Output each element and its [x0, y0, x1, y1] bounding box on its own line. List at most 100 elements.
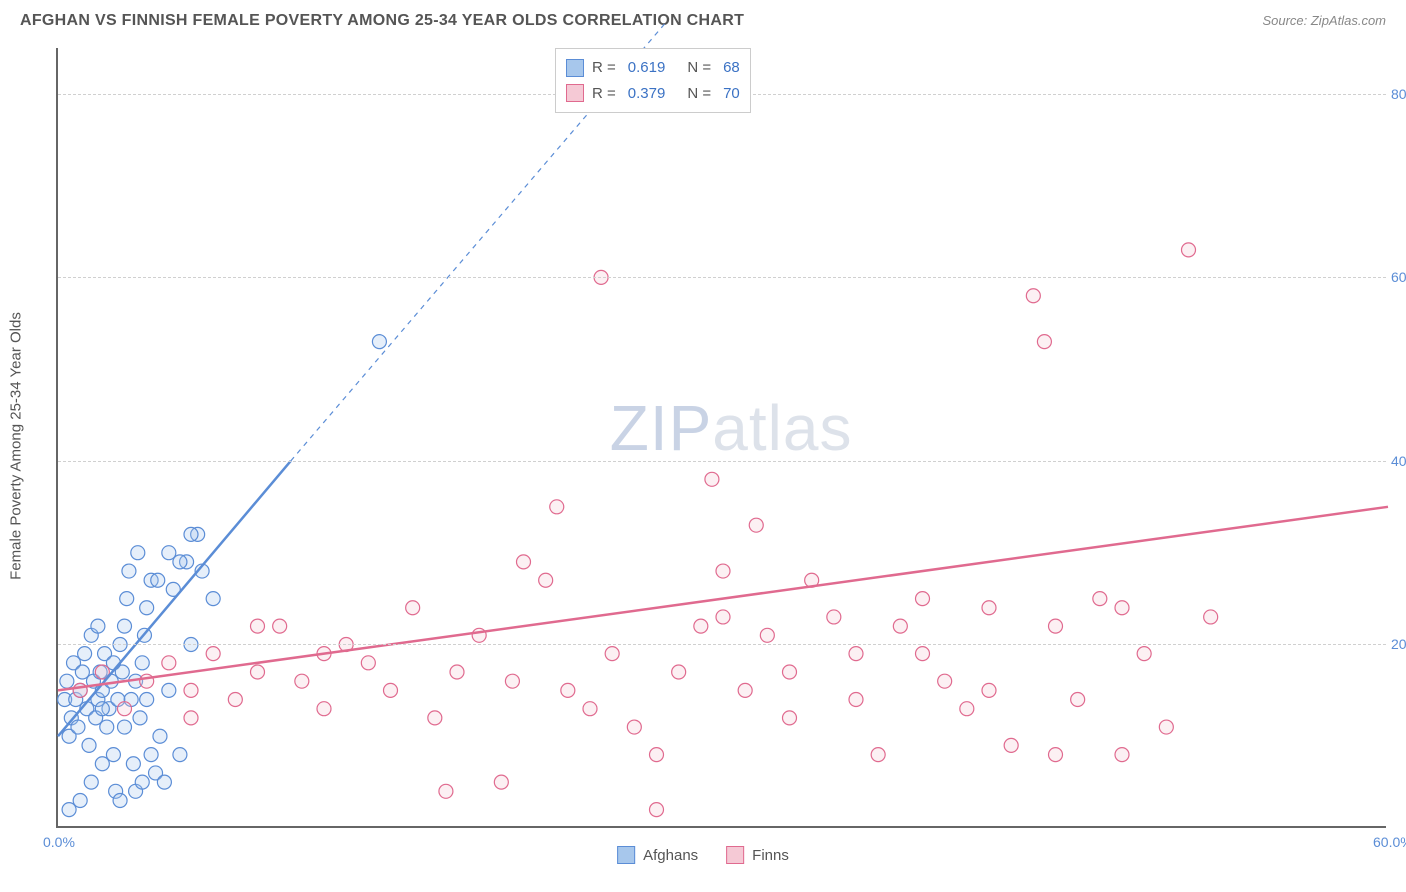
data-point — [228, 693, 242, 707]
data-point — [428, 711, 442, 725]
data-point — [173, 555, 187, 569]
data-point — [118, 720, 132, 734]
legend-swatch — [726, 846, 744, 864]
data-point — [95, 757, 109, 771]
data-point — [406, 601, 420, 615]
gridline — [58, 461, 1386, 462]
data-point — [91, 619, 105, 633]
data-point — [206, 592, 220, 606]
data-point — [135, 775, 149, 789]
data-point — [1115, 601, 1129, 615]
legend-series: Afghans Finns — [617, 846, 789, 864]
data-point — [118, 619, 132, 633]
data-point — [705, 472, 719, 486]
data-point — [60, 674, 74, 688]
data-point — [151, 573, 165, 587]
data-point — [251, 619, 265, 633]
legend-item: Finns — [726, 846, 789, 864]
gridline — [58, 277, 1386, 278]
n-value: 70 — [723, 81, 740, 107]
legend-swatch — [617, 846, 635, 864]
data-point — [162, 656, 176, 670]
data-point — [1159, 720, 1173, 734]
data-point — [960, 702, 974, 716]
data-point — [439, 784, 453, 798]
y-tick-label: 80.0% — [1391, 86, 1406, 102]
data-point — [140, 693, 154, 707]
data-point — [982, 683, 996, 697]
data-point — [71, 720, 85, 734]
data-point — [118, 702, 132, 716]
r-value: 0.619 — [628, 55, 666, 81]
data-point — [1137, 647, 1151, 661]
data-point — [153, 729, 167, 743]
data-point — [716, 564, 730, 578]
data-point — [650, 803, 664, 817]
data-point — [251, 665, 265, 679]
data-point — [162, 683, 176, 697]
data-point — [135, 656, 149, 670]
data-point — [1071, 693, 1085, 707]
data-point — [120, 592, 134, 606]
data-point — [206, 647, 220, 661]
data-point — [184, 527, 198, 541]
data-point — [100, 720, 114, 734]
data-point — [849, 647, 863, 661]
x-tick-label: 0.0% — [43, 834, 75, 850]
data-point — [126, 757, 140, 771]
data-point — [361, 656, 375, 670]
data-point — [113, 793, 127, 807]
n-value: 68 — [723, 55, 740, 81]
y-tick-label: 40.0% — [1391, 453, 1406, 469]
n-label: N = — [687, 55, 711, 81]
data-point — [1115, 748, 1129, 762]
data-point — [140, 601, 154, 615]
legend-item: Afghans — [617, 846, 698, 864]
data-point — [62, 803, 76, 817]
data-point — [561, 683, 575, 697]
data-point — [694, 619, 708, 633]
scatter-svg — [58, 48, 1386, 826]
legend-label: Finns — [752, 847, 789, 864]
data-point — [131, 546, 145, 560]
data-point — [517, 555, 531, 569]
data-point — [317, 702, 331, 716]
data-point — [133, 711, 147, 725]
data-point — [82, 738, 96, 752]
data-point — [494, 775, 508, 789]
data-point — [783, 665, 797, 679]
data-point — [849, 693, 863, 707]
plot-area: 20.0%40.0%60.0%80.0%0.0%60.0% — [56, 48, 1386, 828]
y-axis-label: Female Poverty Among 25-34 Year Olds — [8, 312, 25, 580]
data-point — [672, 665, 686, 679]
data-point — [982, 601, 996, 615]
r-label: R = — [592, 81, 616, 107]
data-point — [1204, 610, 1218, 624]
data-point — [450, 665, 464, 679]
data-point — [1037, 335, 1051, 349]
data-point — [539, 573, 553, 587]
data-point — [749, 518, 763, 532]
data-point — [650, 748, 664, 762]
data-point — [916, 592, 930, 606]
data-point — [738, 683, 752, 697]
legend-label: Afghans — [643, 847, 698, 864]
data-point — [760, 628, 774, 642]
data-point — [938, 674, 952, 688]
data-point — [505, 674, 519, 688]
legend-stat-row: R =0.379N =70 — [566, 81, 740, 107]
y-tick-label: 20.0% — [1391, 636, 1406, 652]
data-point — [716, 610, 730, 624]
r-label: R = — [592, 55, 616, 81]
data-point — [122, 564, 136, 578]
data-point — [916, 647, 930, 661]
data-point — [627, 720, 641, 734]
r-value: 0.379 — [628, 81, 666, 107]
data-point — [144, 748, 158, 762]
trend-line — [58, 507, 1388, 691]
source-label: Source: ZipAtlas.com — [1262, 13, 1386, 28]
gridline — [58, 644, 1386, 645]
data-point — [605, 647, 619, 661]
data-point — [173, 748, 187, 762]
data-point — [84, 775, 98, 789]
